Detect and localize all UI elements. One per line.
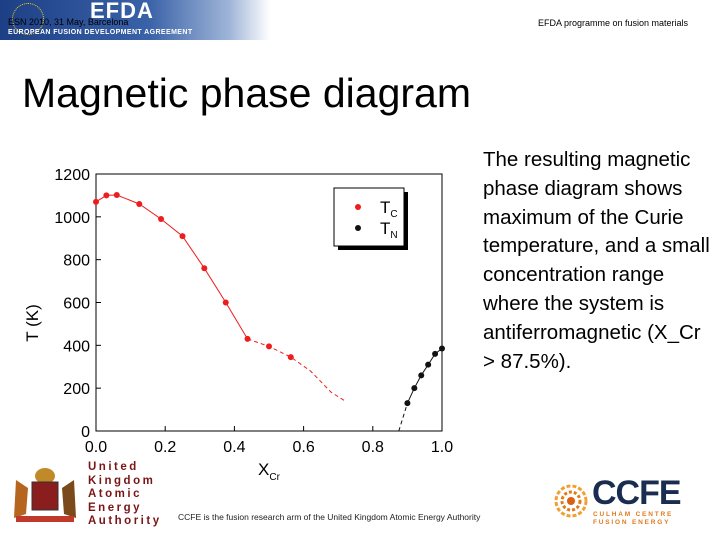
y-tick-label: 0 xyxy=(81,424,90,441)
ccfe-sub-line: CULHAM CENTRE xyxy=(593,511,674,518)
x-axis-label: XCr xyxy=(258,460,281,483)
legend-label-tc: TC xyxy=(380,198,398,220)
legend: TC TN xyxy=(333,187,408,250)
x-tick-label: 0.2 xyxy=(154,439,176,456)
efda-logo: EFDA xyxy=(90,0,154,23)
efda-banner: EFDA EUROPEAN FUSION DEVELOPMENT AGREEME… xyxy=(0,0,270,40)
phase-diagram-chart: 0.0 0.2 0.4 0.6 0.8 1.0020040060080010001200 … xyxy=(23,167,453,483)
conference-note: ESN 2010, 31 May, Barcelona xyxy=(8,17,129,27)
data-point-1 xyxy=(404,400,411,407)
data-point-1 xyxy=(418,372,425,379)
data-point-0 xyxy=(266,343,272,350)
ukaea-line: Authority xyxy=(88,515,162,527)
data-point-1 xyxy=(425,361,432,368)
ccfe-sub-line: FUSION ENERGY xyxy=(593,519,671,526)
programme-note: EFDA programme on fusion materials xyxy=(537,18,688,28)
x-axis-label-main: X xyxy=(258,460,269,479)
series-line-dashed-0 xyxy=(247,338,346,402)
ukaea-line: Kingdom xyxy=(88,474,156,487)
data-point-1 xyxy=(432,350,439,357)
x-axis-label-sub: Cr xyxy=(269,472,280,483)
legend-box xyxy=(333,187,405,247)
y-tick-label: 1200 xyxy=(54,167,90,184)
y-axis-label: T (K) xyxy=(23,304,42,341)
data-point-0 xyxy=(103,192,110,199)
ukaea-wordmark: United Kingdom Atomic Energy Authority xyxy=(88,461,162,529)
ukaea-crest-icon xyxy=(14,468,76,522)
data-point-0 xyxy=(244,335,251,342)
legend-tc-sub: C xyxy=(390,209,397,220)
body-text: The resulting magnetic phase diagram sho… xyxy=(483,148,710,373)
ukaea-line: Energy xyxy=(88,501,142,514)
x-axis-label-text: XCr xyxy=(258,460,281,483)
x-tick-label: 0.0 xyxy=(85,439,107,456)
y-tick-label: 400 xyxy=(63,338,90,355)
data-point-0 xyxy=(287,354,294,361)
series-line-solid-0 xyxy=(95,194,248,340)
data-point-0 xyxy=(201,265,208,272)
legend-tc-main: T xyxy=(380,198,390,217)
y-tick-label: 200 xyxy=(63,381,90,398)
legend-tn-sub: N xyxy=(390,230,397,241)
data-point-0 xyxy=(136,200,143,207)
series-line-solid-1 xyxy=(406,348,443,404)
legend-label-tn: TN xyxy=(380,219,398,241)
eu-stars-icon xyxy=(12,3,44,35)
ukaea-line: Atomic xyxy=(88,488,142,500)
legend-marker-tc xyxy=(355,204,361,210)
ukaea-line: United xyxy=(88,461,139,473)
legend-marker-tn xyxy=(355,225,361,231)
y-tick-label: 600 xyxy=(63,296,90,313)
series-points xyxy=(93,191,445,407)
series-line-dashed-1 xyxy=(398,403,408,432)
efda-agreement-text: EUROPEAN FUSION DEVELOPMENT AGREEMENT xyxy=(8,29,193,36)
x-tick-label: 0.6 xyxy=(292,439,314,456)
data-point-0 xyxy=(93,198,99,205)
ccfe-sun-icon xyxy=(554,484,588,518)
x-tick-label: 1.0 xyxy=(431,439,453,456)
y-axis-label-text: T (K) xyxy=(23,304,42,341)
x-tick-label: 0.8 xyxy=(362,439,384,456)
data-point-0 xyxy=(158,215,165,222)
legend-tn-main: T xyxy=(380,219,390,238)
data-point-0 xyxy=(222,299,229,306)
ccfe-wordmark: CCFE xyxy=(592,474,682,512)
ccfe-subtitle: CULHAM CENTRE FUSION ENERGY xyxy=(593,511,673,527)
axis-ticks: 0.0 0.2 0.4 0.6 0.8 1.0 0 200 400 600 800 1000 1200 xyxy=(54,167,453,456)
data-point-1 xyxy=(439,345,445,352)
data-point-1 xyxy=(411,385,418,392)
data-point-0 xyxy=(179,233,186,240)
slide-title: Magnetic phase diagram xyxy=(22,70,471,116)
y-tick-label: 800 xyxy=(63,253,90,270)
footer-note: CCFE is the fusion research arm of the U… xyxy=(178,512,481,522)
data-point-0 xyxy=(113,191,120,198)
x-tick-label: 0.4 xyxy=(223,439,245,456)
y-tick-label: 1000 xyxy=(54,210,90,227)
